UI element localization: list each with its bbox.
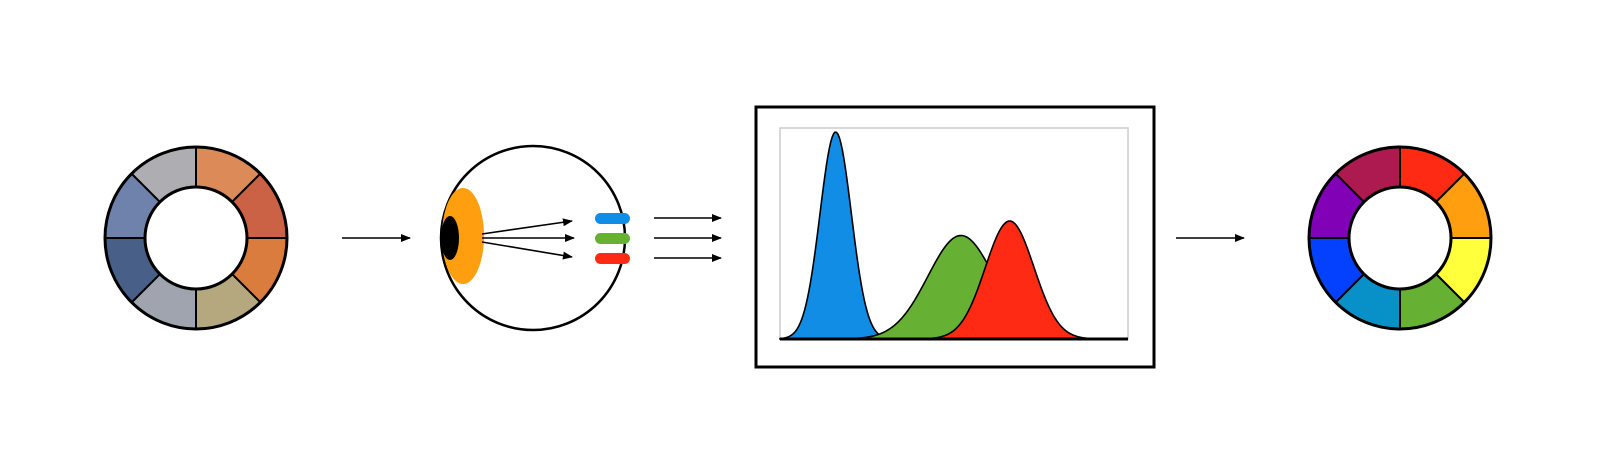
output-wheel-inner-hole <box>1347 185 1453 291</box>
eye-diagram <box>439 144 630 332</box>
cone-response-plot <box>754 105 1156 369</box>
pupil <box>441 216 459 260</box>
light-ray-top <box>481 218 573 235</box>
light-ray-bottom <box>481 241 573 260</box>
green-cone-icon <box>595 233 630 244</box>
input-color-wheel <box>103 145 289 331</box>
input-wheel-outer-rim <box>103 145 289 331</box>
blue-cone-icon <box>595 213 630 224</box>
red-cone-icon <box>595 253 630 264</box>
output-wheel-outer-rim <box>1307 145 1493 331</box>
output-color-wheel <box>1307 145 1493 331</box>
lens-iris <box>442 188 484 284</box>
signal-arrows <box>654 214 722 262</box>
input-wheel-inner-hole <box>143 185 249 291</box>
